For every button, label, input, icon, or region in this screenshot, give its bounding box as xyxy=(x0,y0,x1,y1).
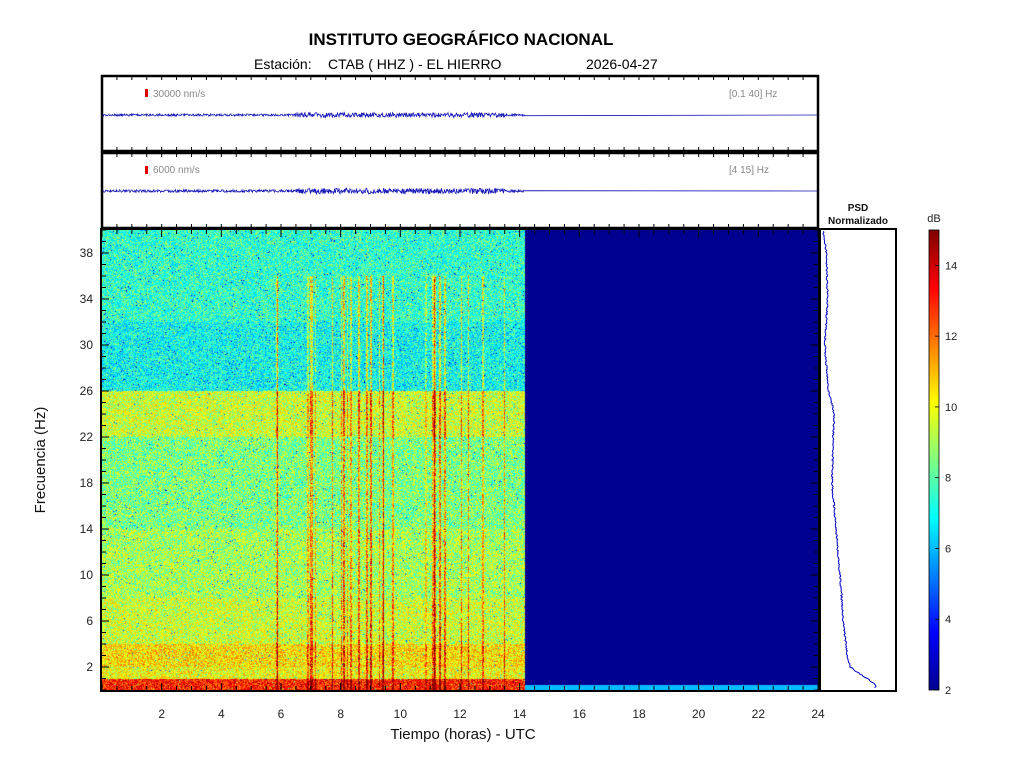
x-tick-label: 6 xyxy=(278,707,285,721)
x-tick-label: 12 xyxy=(453,707,467,721)
date-label: 2026-04-27 xyxy=(586,56,658,72)
colorbar: dB 2 4 6 8 10 12 14 xyxy=(927,213,957,697)
x-tick-label: 10 xyxy=(394,707,408,721)
x-tick-label: 18 xyxy=(632,707,646,721)
station-name: CTAB ( HHZ ) - EL HIERRO xyxy=(328,56,502,72)
colorbar-tick-label: 14 xyxy=(945,260,957,272)
x-tick-label: 4 xyxy=(218,707,225,721)
y-tick-label: 14 xyxy=(80,522,94,536)
colorbar-ticks: 2 4 6 8 10 12 14 xyxy=(935,260,957,697)
seismic-trace-broadband xyxy=(102,111,818,119)
trace-panel-filtered: 6000 nm/s [4 15] Hz xyxy=(100,151,820,230)
trace-waveform xyxy=(102,187,818,196)
psd-profile-line xyxy=(822,230,877,689)
x-axis-label: Tiempo (horas) - UTC xyxy=(390,726,535,743)
x-axis-ticks: 2 4 6 8 10 12 14 16 18 20 22 24 xyxy=(101,76,825,721)
amplitude-scale-bar xyxy=(145,166,148,174)
colorbar-tick-label: 4 xyxy=(945,614,951,626)
psd-panel: PSD Normalizado xyxy=(819,203,897,692)
x-tick-label: 22 xyxy=(752,707,766,721)
x-tick-label: 14 xyxy=(513,707,527,721)
spectrogram-panel: 2 4 6 8 10 12 14 16 18 20 22 24 261014182226303438 … xyxy=(32,76,825,743)
trace-panel-broadband: 30000 nm/s [0.1 40] Hz xyxy=(100,74,820,153)
trace-amplitude-label: 6000 nm/s xyxy=(153,165,200,176)
y-tick-label: 34 xyxy=(80,292,94,306)
trace-band-label: [4 15] Hz xyxy=(729,165,769,176)
y-tick-label: 26 xyxy=(80,384,94,398)
trace-band-label: [0.1 40] Hz xyxy=(729,89,777,100)
seismic-trace-filtered xyxy=(102,187,818,196)
colorbar-tick-label: 6 xyxy=(945,543,951,555)
y-tick-label: 10 xyxy=(80,568,94,582)
colorbar-tick-label: 2 xyxy=(945,685,951,697)
amplitude-scale-bar xyxy=(145,89,148,97)
trace-waveform xyxy=(102,111,818,119)
x-tick-label: 8 xyxy=(337,707,344,721)
x-tick-label: 16 xyxy=(573,707,587,721)
colorbar-unit: dB xyxy=(927,213,940,225)
y-tick-label: 6 xyxy=(86,614,93,628)
y-tick-label: 2 xyxy=(86,660,93,674)
page-title: INSTITUTO GEOGRÁFICO NACIONAL xyxy=(309,30,614,49)
colorbar-gradient xyxy=(928,229,940,691)
colorbar-tick-label: 10 xyxy=(945,402,957,414)
psd-title: PSD xyxy=(848,203,869,214)
x-tick-label: 20 xyxy=(692,707,706,721)
y-axis-label: Frecuencia (Hz) xyxy=(32,407,49,514)
trace-amplitude-label: 30000 nm/s xyxy=(153,89,205,100)
y-tick-label: 18 xyxy=(80,476,94,490)
spectrogram-image xyxy=(102,230,818,690)
station-prefix: Estación: xyxy=(254,56,312,72)
y-tick-label: 22 xyxy=(80,430,94,444)
colorbar-tick-label: 8 xyxy=(945,473,951,485)
y-tick-label: 30 xyxy=(80,338,94,352)
psd-subtitle: Normalizado xyxy=(828,216,888,227)
colorbar-tick-label: 12 xyxy=(945,331,957,343)
y-tick-label: 38 xyxy=(80,246,94,260)
x-tick-label: 2 xyxy=(158,707,165,721)
x-tick-label: 24 xyxy=(811,707,825,721)
